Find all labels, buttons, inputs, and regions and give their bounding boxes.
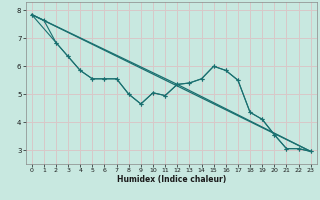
X-axis label: Humidex (Indice chaleur): Humidex (Indice chaleur) xyxy=(116,175,226,184)
